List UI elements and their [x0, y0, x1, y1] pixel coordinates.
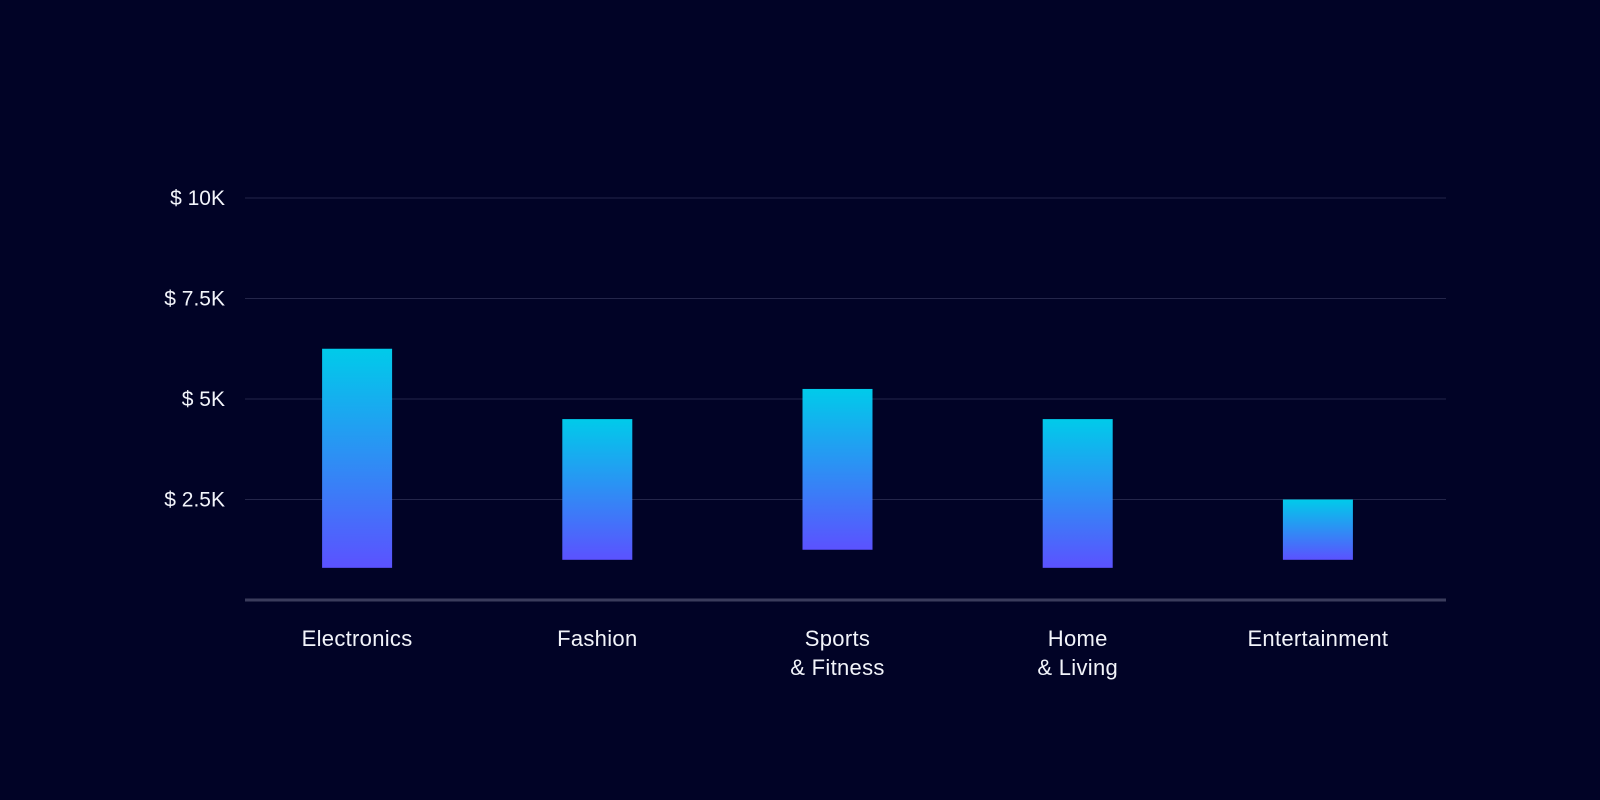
bar — [802, 388, 873, 550]
category-label-line: Fashion — [557, 626, 637, 651]
bar — [1042, 419, 1113, 568]
y-tick-label: $ 7.5K — [164, 288, 225, 311]
category-label-line: & Living — [1037, 655, 1118, 680]
category-label: Electronics — [302, 626, 413, 651]
category-label-line: Sports — [805, 626, 870, 651]
category-label-line: Home — [1048, 626, 1108, 651]
x-axis-labels: Electronics Fashion Sports & Fitness Home & L… — [302, 626, 1388, 680]
category-label-line: & Fitness — [790, 655, 884, 680]
y-tick-label: $ 2.5K — [164, 489, 225, 512]
bars — [322, 348, 1353, 568]
category-label-line: Electronics — [302, 626, 413, 651]
bar — [1282, 499, 1353, 560]
category-label-line: Entertainment — [1247, 626, 1388, 651]
bar — [322, 348, 393, 568]
bar — [562, 419, 633, 560]
category-label: Sports & Fitness — [790, 626, 884, 680]
y-tick-label: $ 5K — [182, 388, 225, 411]
y-tick-label: $ 10K — [170, 187, 225, 210]
category-label: Home & Living — [1037, 626, 1118, 680]
category-label: Fashion — [557, 626, 637, 651]
category-label: Entertainment — [1247, 626, 1388, 651]
y-axis-ticks: $ 2.5K $ 5K $ 7.5K $ 10K — [164, 187, 225, 512]
